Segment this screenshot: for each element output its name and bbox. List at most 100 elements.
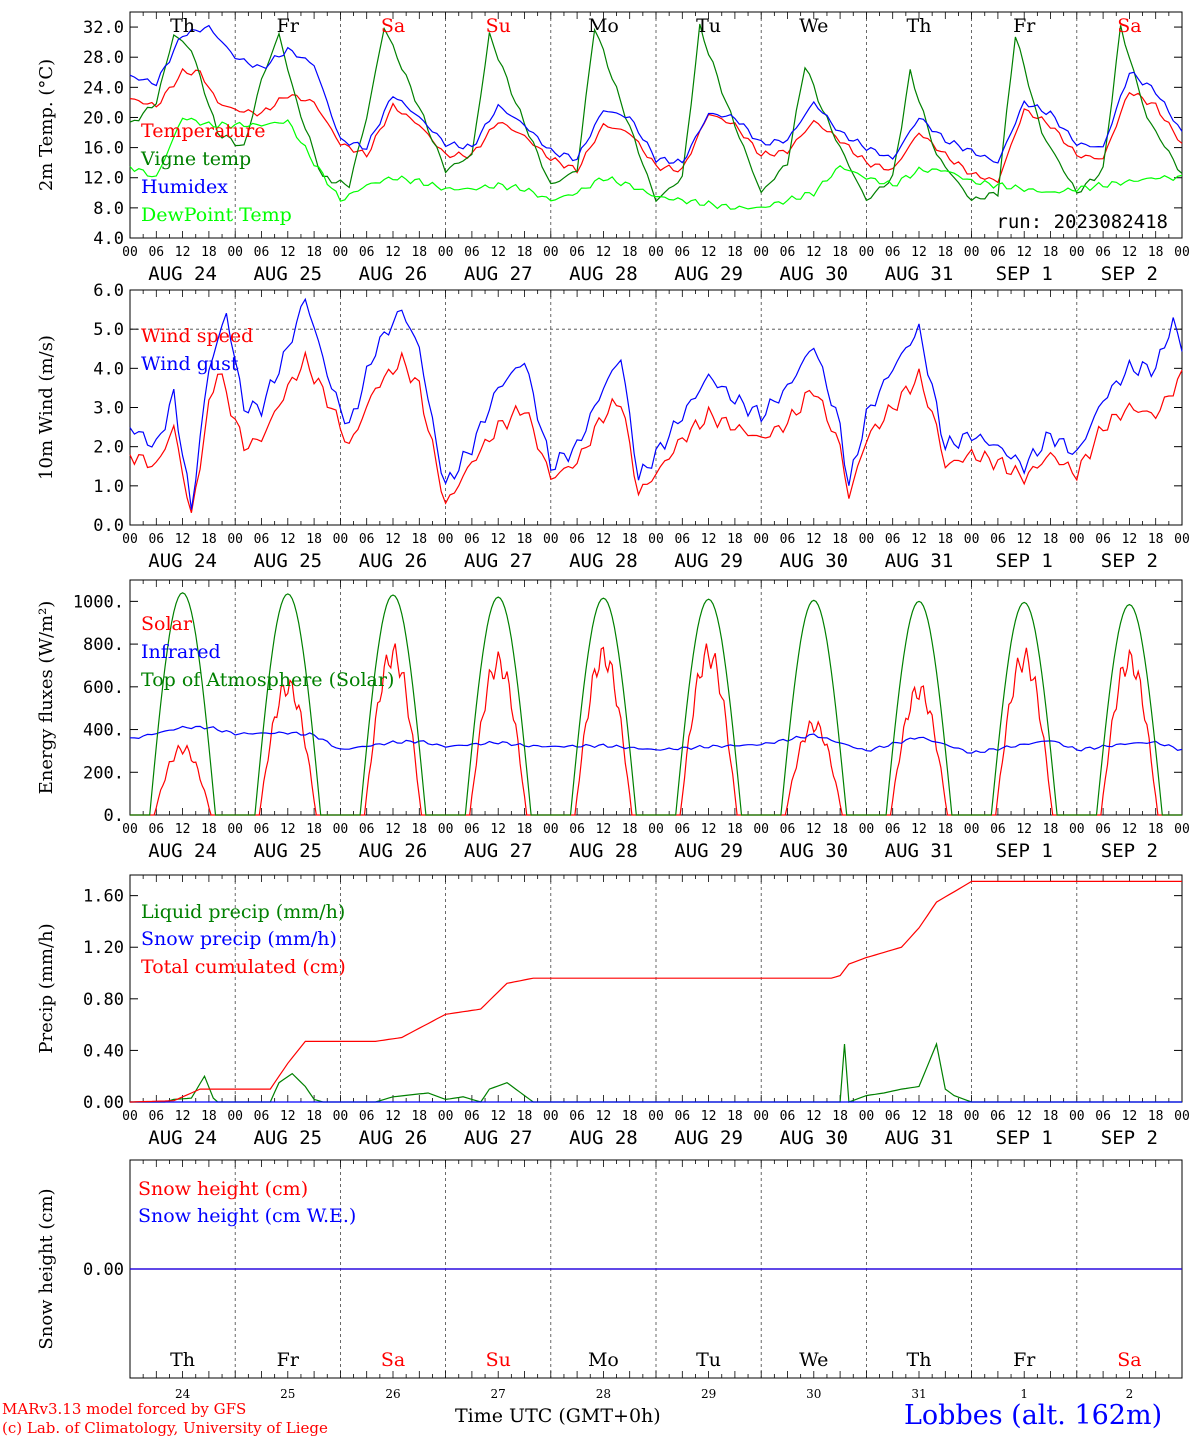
hour-label: 06 [148,1109,164,1124]
hour-label: 00 [1069,245,1085,260]
hour-label: 00 [859,822,875,837]
series-line-temperature [129,67,1183,184]
hour-label: 00 [333,532,349,547]
y-axis-label: 10m Wind (m/s) [36,335,57,480]
hour-label: 18 [517,532,533,547]
panel-2 [129,289,1183,526]
date-label: AUG 30 [779,840,848,862]
day-number-label: 25 [280,1387,295,1401]
weekday-label: Th [907,15,932,37]
hour-label: 06 [148,822,164,837]
hour-label: 06 [464,822,480,837]
hour-label: 00 [1069,1109,1085,1124]
y-tick-label: 0.80 [83,990,124,1010]
y-tick-label: 0.0 [93,516,124,536]
hour-label: 12 [911,1109,927,1124]
hour-label: 12 [596,245,612,260]
hour-label: 00 [543,822,559,837]
hour-label: 06 [148,245,164,260]
hour-label: 00 [333,822,349,837]
panel-3 [129,579,1183,816]
hour-label: 18 [727,1109,743,1124]
hour-label: 18 [937,532,953,547]
hour-label: 00 [227,245,243,260]
hour-label: 18 [517,1109,533,1124]
hour-label: 00 [122,245,138,260]
hour-label: 18 [411,245,427,260]
series-line-humidex [129,24,1183,164]
date-label: AUG 28 [569,840,638,862]
legend-entry: Vigne temp [140,148,251,170]
hour-label: 12 [175,532,191,547]
series-line-wind-speed [129,350,1183,513]
hour-label: 00 [543,532,559,547]
hour-label: 12 [806,532,822,547]
hour-label: 18 [1043,822,1059,837]
hour-label: 18 [306,1109,322,1124]
hour-label: 12 [701,245,717,260]
hour-label: 00 [333,1109,349,1124]
series-line-dewpoint-temp [129,117,1183,210]
date-label: AUG 26 [359,1127,428,1149]
hour-label: 06 [464,532,480,547]
hour-label: 00 [1174,822,1190,837]
date-label: AUG 28 [569,263,638,285]
y-tick-label: 8.0 [93,199,124,219]
hour-label: 12 [701,822,717,837]
date-label: AUG 25 [253,840,322,862]
weekday-label: Fr [1013,15,1036,37]
y-tick-label: 1.20 [83,938,124,958]
hour-label: 18 [727,822,743,837]
hour-label: 00 [859,245,875,260]
hour-label: 06 [674,822,690,837]
hour-label: 00 [122,1109,138,1124]
day-number-label: 27 [491,1387,506,1401]
hour-label: 12 [806,1109,822,1124]
hour-label: 12 [385,245,401,260]
hour-label: 00 [438,1109,454,1124]
hour-label: 12 [596,822,612,837]
y-tick-label: 0.00 [83,1093,124,1113]
weekday-label: Su [486,15,511,37]
hour-label: 06 [1095,1109,1111,1124]
hour-label: 06 [990,532,1006,547]
hour-label: 18 [832,532,848,547]
hour-label: 00 [964,822,980,837]
legend-entry: Liquid precip (mm/h) [141,901,345,923]
date-label: AUG 26 [359,263,428,285]
hour-label: 12 [1016,532,1032,547]
y-tick-label: 4.0 [93,359,124,379]
legend-entry: Snow height (cm) [138,1178,308,1200]
hour-label: 12 [596,532,612,547]
hour-label: 18 [1148,1109,1164,1124]
hour-label: 00 [753,1109,769,1124]
date-label: AUG 29 [674,550,743,572]
legend-entry: Wind speed [141,325,253,347]
x-axis-label: Time UTC (GMT+0h) [455,1405,661,1427]
hour-label: 00 [859,1109,875,1124]
hour-label: 06 [885,245,901,260]
hour-label: 00 [1069,532,1085,547]
y-tick-label: 12.0 [83,169,124,189]
y-tick-label: 0.00 [83,1260,124,1280]
hour-label: 00 [964,1109,980,1124]
date-label: AUG 31 [885,1127,954,1149]
hour-label: 06 [569,1109,585,1124]
hour-label: 12 [385,532,401,547]
date-label: AUG 26 [359,840,428,862]
date-label: AUG 24 [148,550,217,572]
hour-label: 18 [622,245,638,260]
hour-label: 12 [490,822,506,837]
y-tick-label: 32.0 [83,18,124,38]
hour-label: 12 [280,245,296,260]
date-label: AUG 24 [148,840,217,862]
y-tick-label: 400. [83,721,124,741]
hour-label: 06 [254,245,270,260]
hour-label: 12 [280,822,296,837]
y-tick-label: 1.0 [93,477,124,497]
weekday-label: We [799,1349,828,1371]
hour-label: 18 [832,245,848,260]
hour-label: 12 [701,1109,717,1124]
y-tick-label: 28.0 [83,48,124,68]
